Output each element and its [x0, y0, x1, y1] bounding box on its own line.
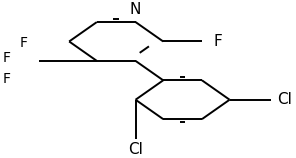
- Text: Cl: Cl: [128, 142, 143, 157]
- Text: F: F: [3, 51, 11, 65]
- Text: F: F: [20, 36, 28, 50]
- Text: N: N: [130, 2, 141, 17]
- Text: F: F: [213, 34, 222, 49]
- Text: Cl: Cl: [277, 92, 292, 107]
- Text: F: F: [3, 72, 11, 86]
